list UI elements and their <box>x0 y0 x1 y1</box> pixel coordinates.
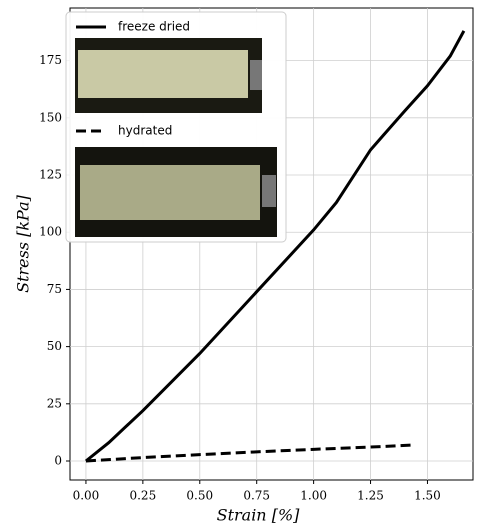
x-tick-label: 1.50 <box>414 489 441 503</box>
y-tick-label: 75 <box>47 282 62 296</box>
series-line <box>85 443 414 463</box>
sample-freeze-dried <box>78 50 248 98</box>
x-tick-label: 0.75 <box>243 489 270 503</box>
y-tick-label: 50 <box>47 339 62 353</box>
x-tick-label: 0.50 <box>186 489 213 503</box>
y-axis-label: Stress [kPa] <box>14 194 33 293</box>
x-tick-label: 0.25 <box>129 489 156 503</box>
legend-label: freeze dried <box>118 20 190 34</box>
y-tick-label: 25 <box>47 396 62 410</box>
y-tick-label: 125 <box>39 168 62 182</box>
legend-label: hydrated <box>118 124 172 138</box>
x-tick-label: 1.25 <box>357 489 384 503</box>
y-tick-label: 0 <box>54 454 62 468</box>
x-tick-label: 1.00 <box>300 489 327 503</box>
clamp <box>250 60 262 90</box>
y-tick-label: 100 <box>39 225 62 239</box>
clamp <box>262 175 276 207</box>
legend: freeze dried hydrated <box>65 11 287 243</box>
series-line <box>84 30 466 463</box>
sample-hydrated <box>80 165 260 220</box>
x-tick-label: 0.00 <box>73 489 100 503</box>
y-tick-label: 150 <box>39 110 62 124</box>
x-axis-label: Strain [%] <box>217 506 301 525</box>
plot-frame <box>69 7 474 481</box>
y-tick-label: 175 <box>39 53 62 67</box>
lines <box>84 30 466 463</box>
